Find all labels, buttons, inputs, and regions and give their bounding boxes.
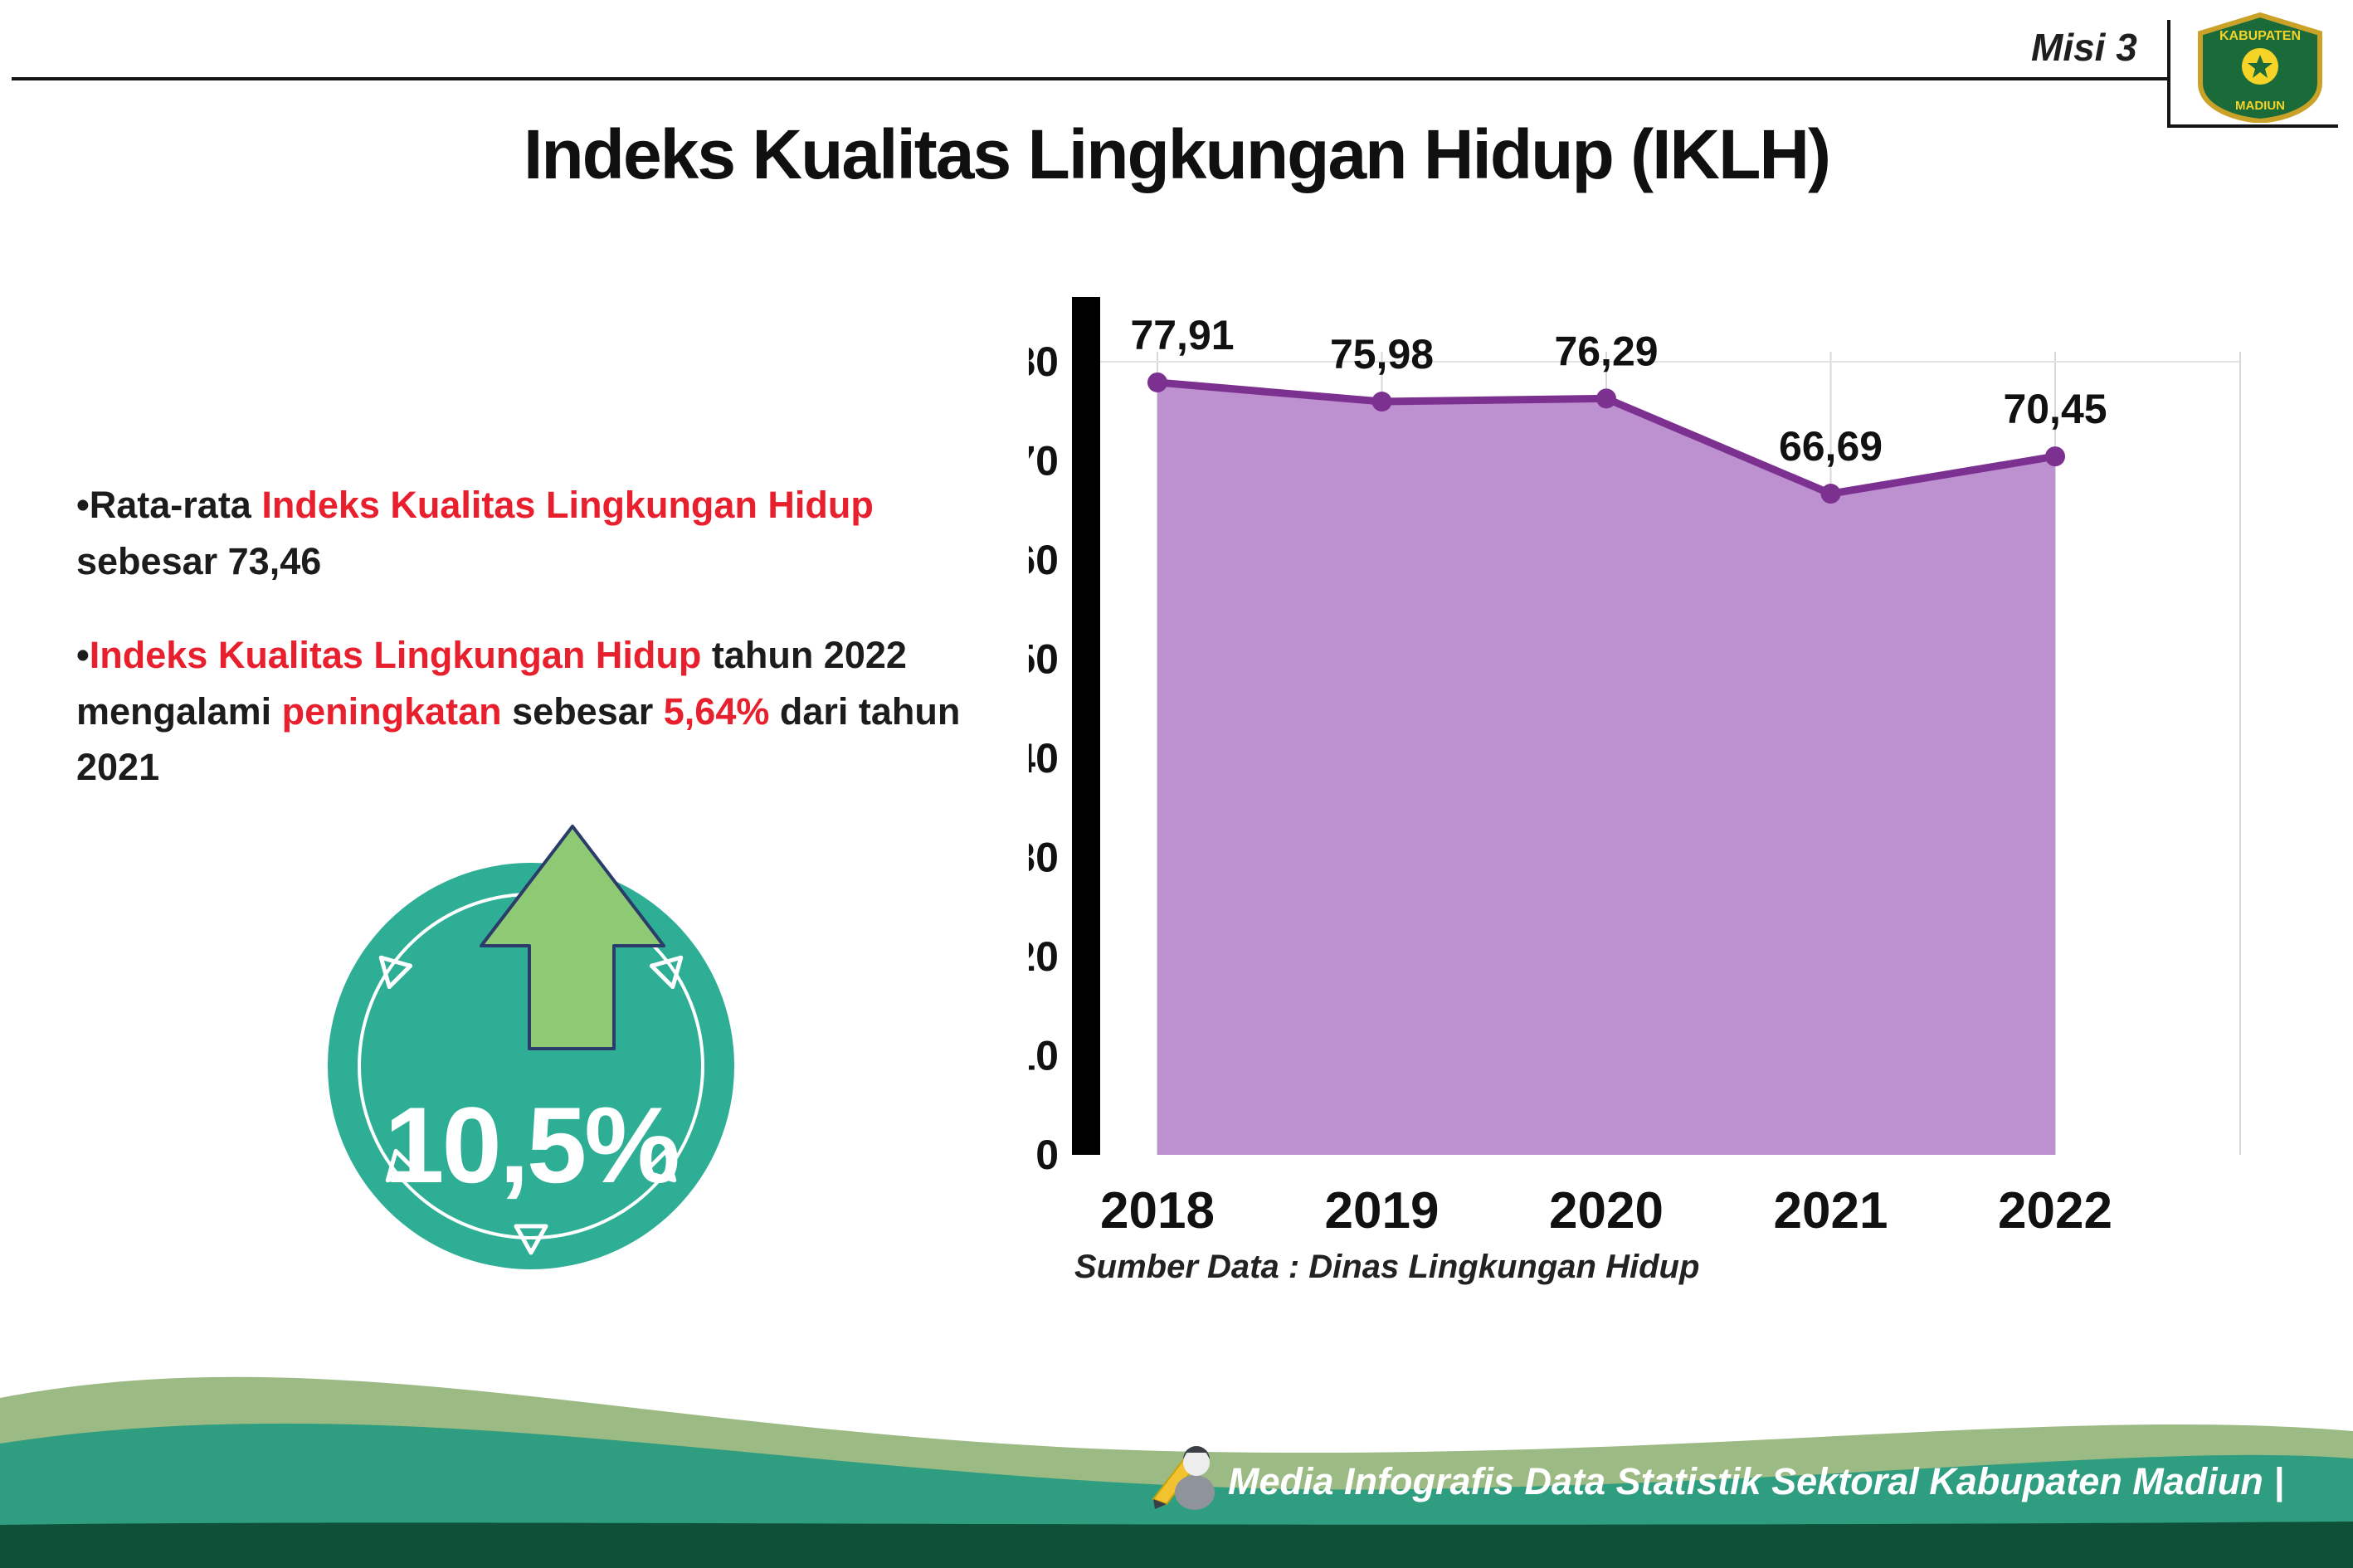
pencil-tip: [1153, 1499, 1167, 1509]
svg-text:77,91: 77,91: [1130, 312, 1234, 358]
svg-text:50: 50: [1029, 636, 1059, 683]
svg-text:76,29: 76,29: [1554, 328, 1658, 374]
bullet-average-iklh: •Rata-rata Indeks Kualitas Lingkungan Hi…: [76, 484, 874, 582]
svg-text:10: 10: [1029, 1033, 1059, 1079]
mascot-head: [1183, 1449, 1210, 1476]
svg-text:70,45: 70,45: [2003, 386, 2107, 432]
increase-badge: [328, 825, 734, 1269]
summary-bullets: •Rata-rata Indeks Kualitas Lingkungan Hi…: [76, 477, 1014, 834]
badge-circle: [328, 863, 734, 1269]
iklh-area-chart: 77,91 75,98 76,29 66,69 70,45 0 10 20 30 40 50 60 70…: [1029, 297, 2241, 1239]
logo-bracket-vertical: [2167, 20, 2170, 128]
svg-text:20: 20: [1029, 933, 1059, 980]
logo-top-text: KABUPATEN: [2219, 29, 2301, 43]
svg-text:75,98: 75,98: [1330, 331, 1434, 377]
svg-text:2019: 2019: [1325, 1182, 1440, 1239]
wave-dark: [0, 1522, 2353, 1568]
mascot-hair: [1183, 1446, 1210, 1459]
svg-text:30: 30: [1029, 835, 1059, 881]
mascot-icon: [1152, 1446, 1215, 1510]
svg-text:70: 70: [1029, 438, 1059, 485]
bullet-increase-2022: •Indeks Kualitas Lingkungan Hidup tahun …: [76, 634, 961, 788]
up-arrow-icon: [480, 825, 665, 1050]
logo-bracket-horizontal: [2167, 124, 2338, 128]
kabupaten-madiun-logo: KABUPATEN MADIUN: [2198, 12, 2322, 123]
header-rule: [12, 77, 2167, 80]
svg-text:80: 80: [1029, 338, 1059, 385]
mascot-body: [1175, 1475, 1215, 1510]
data-source-caption: Sumber Data : Dinas Lingkungan Hidup: [1074, 1249, 1700, 1285]
svg-text:2018: 2018: [1100, 1182, 1215, 1239]
increase-percentage: 10,5%: [384, 1084, 680, 1205]
svg-text:2021: 2021: [1774, 1182, 1888, 1239]
svg-text:60: 60: [1029, 537, 1059, 583]
svg-text:40: 40: [1029, 735, 1059, 782]
page-title: Indeks Kualitas Lingkungan Hidup (IKLH): [523, 115, 1831, 193]
svg-text:2022: 2022: [1998, 1182, 2112, 1239]
svg-text:66,69: 66,69: [1779, 423, 1883, 470]
svg-text:0: 0: [1035, 1132, 1059, 1178]
misi-label: Misi 3: [2031, 26, 2137, 69]
footer-caption: Media Infografis Data Statistik Sektoral…: [1228, 1460, 2284, 1502]
badge-tick-triangles: [378, 955, 684, 1255]
svg-text:2020: 2020: [1549, 1182, 1664, 1239]
logo-bottom-text: MADIUN: [2235, 99, 2285, 113]
logo-star-icon: [2248, 55, 2273, 78]
